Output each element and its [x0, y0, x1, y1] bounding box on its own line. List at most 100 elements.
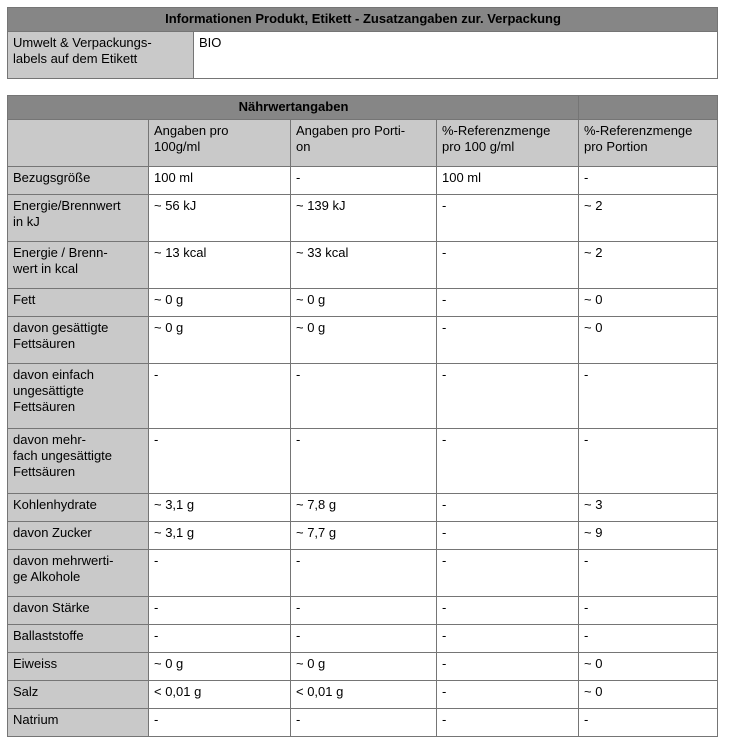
- nutrition-cell: -: [148, 624, 291, 653]
- nutrition-cell: ~ 0: [578, 316, 718, 364]
- product-info-table: Informationen Produkt, Etikett - Zusatza…: [7, 7, 718, 79]
- nutrition-cell: -: [148, 708, 291, 737]
- nutrition-cell: ~ 0: [578, 288, 718, 317]
- nutrition-cell: -: [290, 708, 437, 737]
- nutrition-row-label: davon mehrwerti- ge Alkohole: [7, 549, 149, 597]
- nutrition-row: davon mehr- fach ungesättigte Fettsäuren…: [7, 428, 718, 494]
- nutrition-cell: ~ 0: [578, 652, 718, 681]
- nutrition-row: Energie / Brenn- wert in kcal ~ 13 kcal ~ …: [7, 241, 718, 289]
- nutrition-row: Fett ~ 0 g ~ 0 g - ~ 0: [7, 288, 718, 317]
- nutrition-row: davon Stärke - - - -: [7, 596, 718, 625]
- nutrition-cell: -: [436, 549, 579, 597]
- nutrition-cell: -: [148, 428, 291, 494]
- nutrition-header-col-ref-portion: %-Referenzmenge pro Portion: [578, 119, 718, 167]
- nutrition-cell: -: [290, 596, 437, 625]
- nutrition-cell: -: [290, 363, 437, 429]
- nutrition-header-col-ref-100: %-Referenzmenge pro 100 g/ml: [436, 119, 579, 167]
- nutrition-row-label: Kohlenhydrate: [7, 493, 149, 522]
- product-info-row-value: BIO: [193, 31, 718, 79]
- nutrition-row-label: davon Stärke: [7, 596, 149, 625]
- nutrition-row: Kohlenhydrate ~ 3,1 g ~ 7,8 g - ~ 3: [7, 493, 718, 522]
- nutrition-cell: ~ 0 g: [290, 288, 437, 317]
- nutrition-cell: -: [436, 521, 579, 550]
- nutrition-row-label: davon einfach ungesättigte Fettsäuren: [7, 363, 149, 429]
- nutrition-row-label: davon mehr- fach ungesättigte Fettsäuren: [7, 428, 149, 494]
- nutrition-row: Eiweiss ~ 0 g ~ 0 g - ~ 0: [7, 652, 718, 681]
- nutrition-row-label: Energie/Brennwert in kJ: [7, 194, 149, 242]
- nutrition-cell: -: [578, 549, 718, 597]
- product-info-title: Informationen Produkt, Etikett - Zusatza…: [7, 7, 718, 32]
- product-info-row: Umwelt & Verpackungs- labels auf dem Eti…: [7, 31, 718, 79]
- nutrition-row-label: Eiweiss: [7, 652, 149, 681]
- nutrition-row-label: Ballaststoffe: [7, 624, 149, 653]
- nutrition-row: davon mehrwerti- ge Alkohole - - - -: [7, 549, 718, 597]
- nutrition-row: davon einfach ungesättigte Fettsäuren - - -…: [7, 363, 718, 429]
- nutrition-row: Energie/Brennwert in kJ ~ 56 kJ ~ 139 kJ - ~…: [7, 194, 718, 242]
- nutrition-cell: ~ 3,1 g: [148, 493, 291, 522]
- nutrition-cell: -: [436, 316, 579, 364]
- nutrition-row: Bezugsgröße 100 ml -100 ml -: [7, 166, 718, 195]
- nutrition-title-corner: [578, 95, 718, 120]
- nutrition-row: davon gesättigte Fettsäuren ~ 0 g ~ 0 g - ~ …: [7, 316, 718, 364]
- nutrition-row-label: davon Zucker: [7, 521, 149, 550]
- nutrition-title-row: Nährwertangaben: [7, 95, 718, 120]
- nutrition-cell: ~ 56 kJ: [148, 194, 291, 242]
- nutrition-cell: -: [436, 194, 579, 242]
- nutrition-cell: -: [290, 428, 437, 494]
- nutrition-cell: ~ 0 g: [290, 316, 437, 364]
- nutrition-header-col-per-100: Angaben pro 100g/ml: [148, 119, 291, 167]
- nutrition-row-label: Fett: [7, 288, 149, 317]
- nutrition-cell: ~ 3,1 g: [148, 521, 291, 550]
- nutrition-cell: ~ 0: [578, 680, 718, 709]
- nutrition-row: Natrium - - - -: [7, 708, 718, 737]
- nutrition-cell: -: [290, 549, 437, 597]
- nutrition-cell: ~ 139 kJ: [290, 194, 437, 242]
- nutrition-cell: -: [148, 596, 291, 625]
- tables-gap: [7, 79, 731, 95]
- nutrition-row: Salz < 0,01 g < 0,01 g - ~ 0: [7, 680, 718, 709]
- nutrition-cell: 100 ml: [148, 166, 291, 195]
- nutrition-cell: ~ 0 g: [148, 652, 291, 681]
- nutrition-header-col-per-portion: Angaben pro Porti- on: [290, 119, 437, 167]
- nutrition-cell: -: [436, 428, 579, 494]
- nutrition-cell: -: [436, 241, 579, 289]
- product-info-row-label: Umwelt & Verpackungs- labels auf dem Eti…: [7, 31, 194, 79]
- nutrition-cell: -: [578, 624, 718, 653]
- nutrition-cell: ~ 7,8 g: [290, 493, 437, 522]
- nutrition-cell: 100 ml: [436, 166, 579, 195]
- nutrition-row: Ballaststoffe - - - -: [7, 624, 718, 653]
- nutrition-cell: -: [436, 652, 579, 681]
- nutrition-cell: -: [436, 680, 579, 709]
- nutrition-cell: -: [578, 708, 718, 737]
- nutrition-cell: -: [578, 428, 718, 494]
- nutrition-cell: ~ 9: [578, 521, 718, 550]
- nutrition-cell: ~ 13 kcal: [148, 241, 291, 289]
- nutrition-cell: ~ 2: [578, 194, 718, 242]
- nutrition-header-empty: [7, 119, 149, 167]
- nutrition-table: Nährwertangaben Angaben pro 100g/ml Anga…: [7, 95, 718, 737]
- nutrition-row-label: davon gesättigte Fettsäuren: [7, 316, 149, 364]
- nutrition-cell: ~ 0 g: [148, 316, 291, 364]
- nutrition-row-label: Energie / Brenn- wert in kcal: [7, 241, 149, 289]
- nutrition-cell: -: [436, 624, 579, 653]
- nutrition-row-label: Bezugsgröße: [7, 166, 149, 195]
- nutrition-cell: -: [578, 363, 718, 429]
- nutrition-cell: ~ 0 g: [148, 288, 291, 317]
- nutrition-cell: ~ 0 g: [290, 652, 437, 681]
- nutrition-cell: < 0,01 g: [290, 680, 437, 709]
- nutrition-header-row: Angaben pro 100g/ml Angaben pro Porti- o…: [7, 119, 718, 167]
- nutrition-cell: -: [436, 363, 579, 429]
- nutrition-cell: -: [436, 708, 579, 737]
- nutrition-cell: < 0,01 g: [148, 680, 291, 709]
- nutrition-cell: ~ 2: [578, 241, 718, 289]
- nutrition-cell: -: [290, 624, 437, 653]
- nutrition-cell: -: [148, 549, 291, 597]
- nutrition-cell: ~ 7,7 g: [290, 521, 437, 550]
- product-info-title-row: Informationen Produkt, Etikett - Zusatza…: [7, 7, 718, 32]
- nutrition-row-label: Natrium: [7, 708, 149, 737]
- nutrition-cell: -: [290, 166, 437, 195]
- nutrition-cell: -: [436, 288, 579, 317]
- nutrition-row-label: Salz: [7, 680, 149, 709]
- nutrition-cell: ~ 33 kcal: [290, 241, 437, 289]
